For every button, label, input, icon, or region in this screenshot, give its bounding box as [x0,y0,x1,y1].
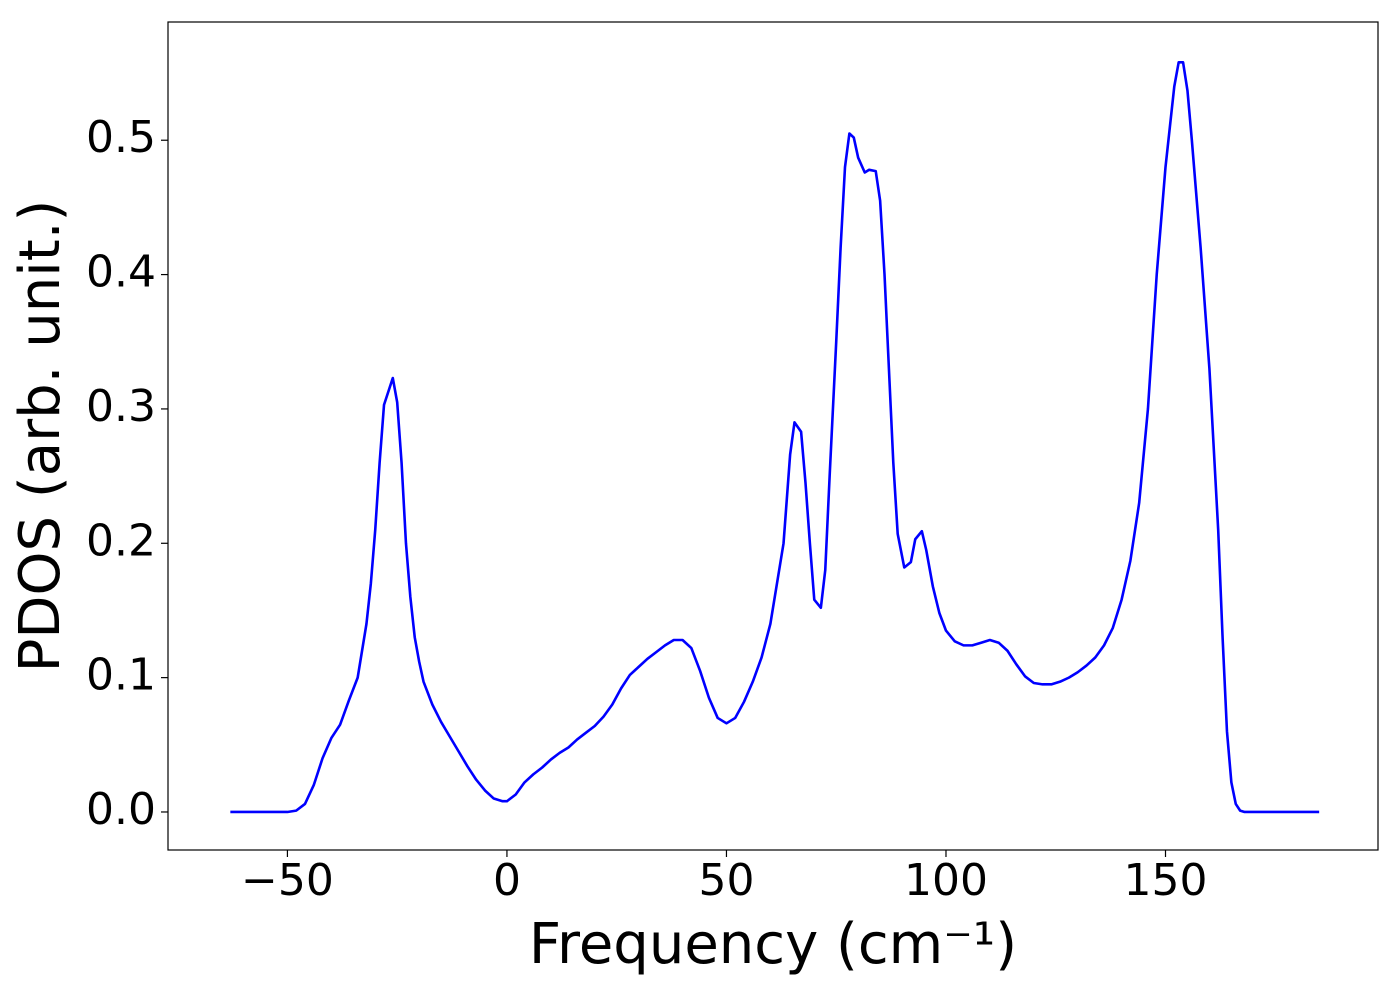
plot-frame [167,21,1379,851]
y-tick-label: 0.3 [86,381,156,432]
x-tick-label: 0 [493,855,521,906]
y-tick-label: 0.2 [86,515,156,566]
y-tick-label: 0.5 [86,112,156,163]
x-axis-label: Frequency (cm⁻¹) [529,912,1017,977]
x-tick-label: 150 [1124,855,1208,906]
x-tick-label: 100 [904,855,988,906]
y-axis-label: PDOS (arb. unit.) [8,200,73,673]
y-tick-label: 0.0 [86,784,156,835]
data-line [230,61,1320,814]
x-tick-label: −50 [241,855,334,906]
y-tick-label: 0.1 [86,650,156,701]
y-tick-label: 0.4 [86,247,156,298]
x-tick-label: 50 [698,855,754,906]
